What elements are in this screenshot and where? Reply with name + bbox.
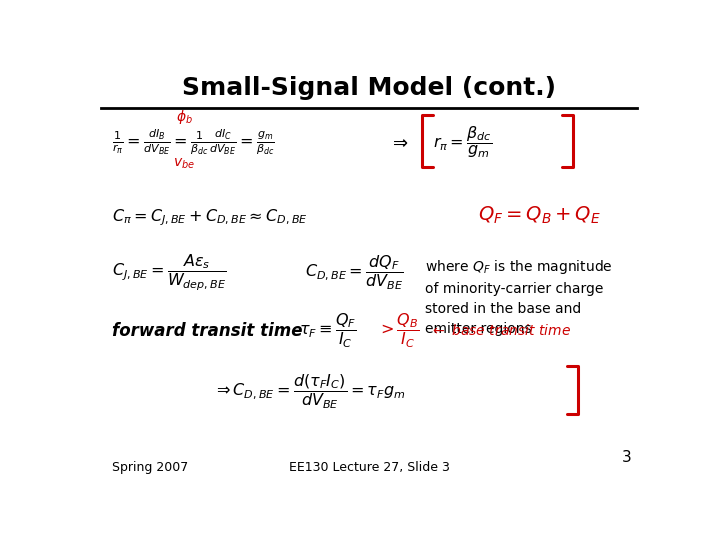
Text: EE130 Lecture 27, Slide 3: EE130 Lecture 27, Slide 3 (289, 461, 449, 474)
Text: $\leftarrow$ base transit time: $\leftarrow$ base transit time (431, 323, 572, 339)
Text: forward transit time: forward transit time (112, 322, 303, 340)
Text: $C_{J,BE} = \dfrac{A\varepsilon_s}{W_{dep,BE}}$: $C_{J,BE} = \dfrac{A\varepsilon_s}{W_{de… (112, 253, 228, 293)
Text: $C_{\pi} = C_{J,BE} + C_{D,BE} \approx C_{D,BE}$: $C_{\pi} = C_{J,BE} + C_{D,BE} \approx C… (112, 207, 308, 228)
Text: $C_{D,BE} = \dfrac{dQ_F}{dV_{BE}}$: $C_{D,BE} = \dfrac{dQ_F}{dV_{BE}}$ (305, 253, 403, 292)
Text: $Q_F = Q_B + Q_E$: $Q_F = Q_B + Q_E$ (478, 205, 600, 226)
Text: $\frac{1}{r_{\pi}} = \frac{dI_B}{dV_{BE}} = \frac{1}{\beta_{dc}}\frac{dI_C}{dV_{: $\frac{1}{r_{\pi}} = \frac{dI_B}{dV_{BE}… (112, 127, 275, 157)
Text: Small-Signal Model (cont.): Small-Signal Model (cont.) (182, 76, 556, 100)
Text: $\phi_b$: $\phi_b$ (176, 108, 194, 126)
Text: $> \dfrac{Q_B}{I_C}$: $> \dfrac{Q_B}{I_C}$ (377, 312, 420, 350)
Text: Spring 2007: Spring 2007 (112, 461, 189, 474)
Text: $v_{be}$: $v_{be}$ (173, 157, 194, 171)
Text: $r_{\pi} = \dfrac{\beta_{dc}}{g_m}$: $r_{\pi} = \dfrac{\beta_{dc}}{g_m}$ (433, 124, 492, 160)
Text: 3: 3 (621, 450, 631, 465)
Text: $\Rightarrow$: $\Rightarrow$ (389, 133, 408, 151)
Text: $\tau_F \equiv \dfrac{Q_F}{I_C}$: $\tau_F \equiv \dfrac{Q_F}{I_C}$ (300, 312, 357, 350)
Text: $\Rightarrow C_{D,BE} = \dfrac{d(\tau_F I_C)}{dV_{BE}} = \tau_F g_m$: $\Rightarrow C_{D,BE} = \dfrac{d(\tau_F … (213, 372, 405, 410)
Text: where $Q_F$ is the magnitude
of minority-carrier charge
stored in the base and
e: where $Q_F$ is the magnitude of minority… (425, 258, 613, 336)
